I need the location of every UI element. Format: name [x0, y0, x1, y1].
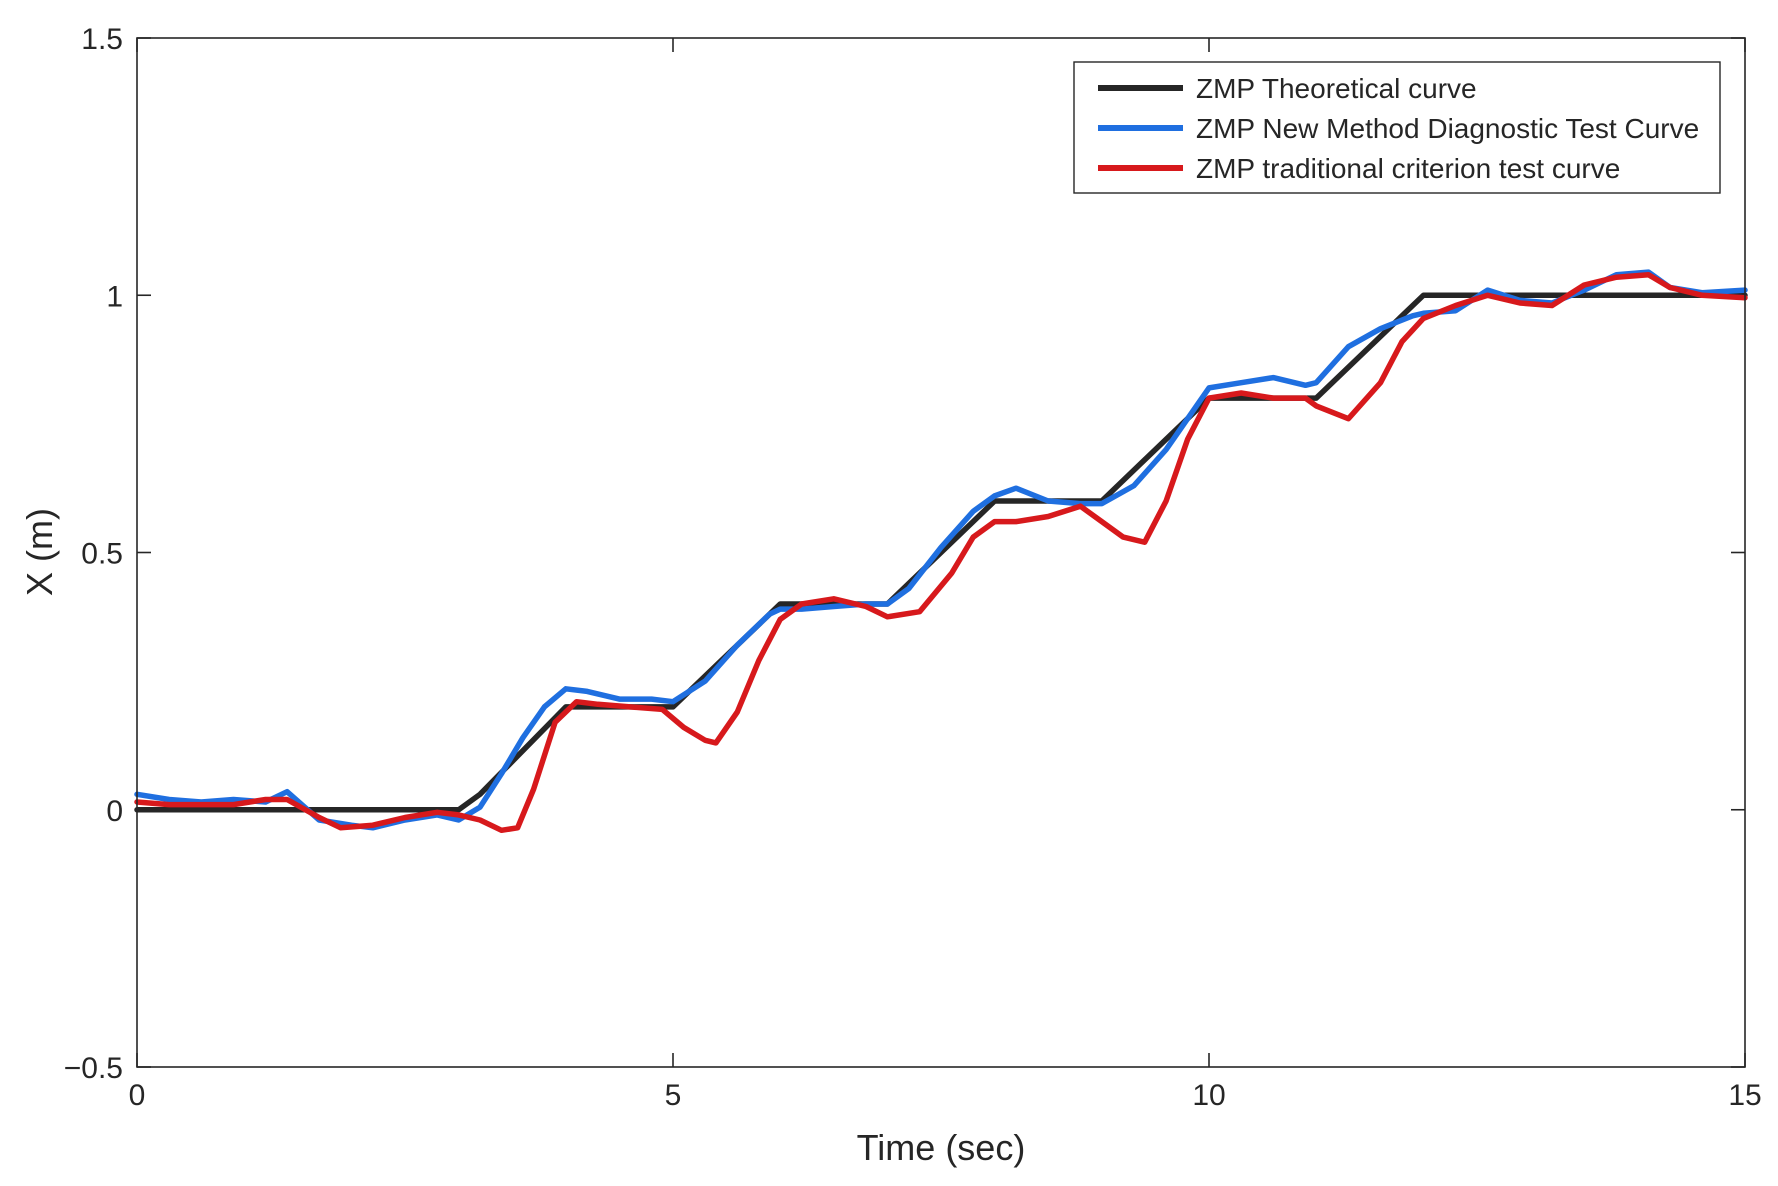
x-tick-label: 5: [665, 1079, 682, 1112]
y-tick-label: 0: [106, 795, 123, 828]
legend-label-theoretical: ZMP Theoretical curve: [1196, 73, 1477, 104]
y-tick-label: 1.5: [81, 23, 123, 56]
plot-area-frame: [136, 37, 1746, 1068]
legend-label-new-method: ZMP New Method Diagnostic Test Curve: [1196, 113, 1699, 144]
legend-label-traditional: ZMP traditional criterion test curve: [1196, 153, 1620, 184]
x-tick-label: 10: [1192, 1079, 1225, 1112]
x-tick-label: 0: [129, 1079, 146, 1112]
y-axis-label: X (m): [19, 508, 60, 596]
x-tick-label: 15: [1728, 1079, 1761, 1112]
series-line-traditional: [134, 271, 1748, 834]
y-tick-label: 0.5: [81, 538, 123, 571]
y-tick-label: 1: [106, 280, 123, 313]
y-tick-label: −0.5: [64, 1052, 123, 1085]
x-axis-label: Time (sec): [857, 1127, 1026, 1168]
legend: ZMP Theoretical curve ZMP New Method Dia…: [1073, 61, 1721, 194]
